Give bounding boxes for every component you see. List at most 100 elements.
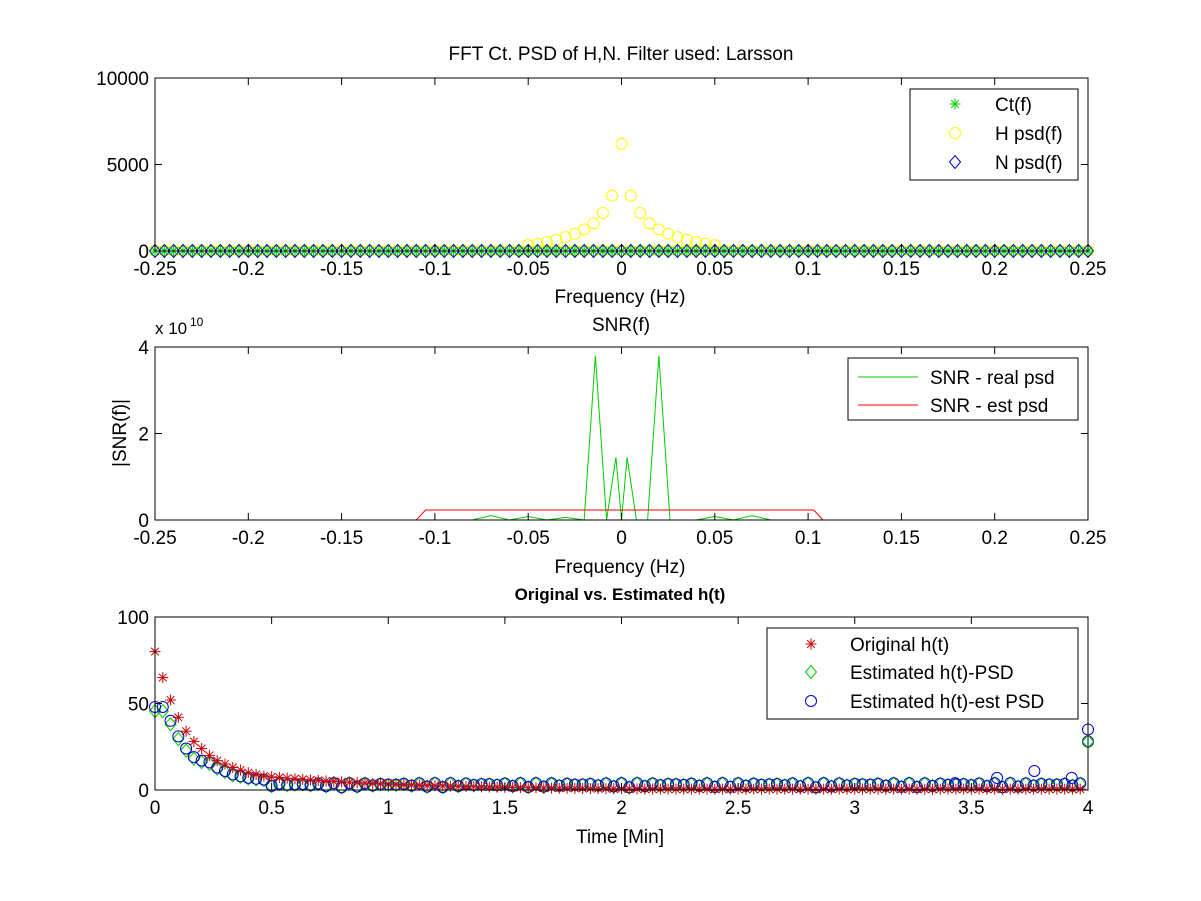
original-ht-point-stroke (1029, 784, 1038, 794)
h-psd-point (559, 231, 572, 244)
original-ht-point-stroke (1044, 784, 1054, 794)
h-psd-point (615, 137, 628, 150)
legend-box (909, 88, 1079, 181)
original-ht-point-stroke (1013, 784, 1023, 794)
original-ht-point (203, 749, 215, 761)
original-ht-point (165, 694, 177, 706)
x-tick-label: 0 (616, 259, 627, 280)
subplot-ht-xlabel: Time [Min] (576, 827, 664, 848)
original-ht-point (1004, 783, 1016, 795)
n-psd-point (158, 243, 171, 259)
n-psd-point (923, 243, 936, 259)
h-psd-point (671, 231, 684, 244)
x-tick-label: 0.05 (696, 528, 733, 549)
original-ht-point-stroke (819, 784, 828, 794)
legend-label-est-est-psd: Estimated h(t)-est PSD (850, 692, 1044, 713)
original-ht-point-stroke (943, 784, 953, 794)
est-psd-point (156, 703, 169, 719)
legend-label-n-psd: N psd(f) (995, 153, 1063, 174)
n-psd-point (298, 243, 311, 259)
original-ht-point-stroke (259, 771, 269, 781)
original-ht-point (771, 783, 783, 795)
n-psd-point (167, 243, 180, 259)
n-psd-point (857, 243, 871, 259)
original-ht-point (227, 762, 239, 774)
est-psd-point (195, 754, 208, 770)
n-psd-point (839, 243, 852, 259)
original-ht-point (857, 783, 869, 795)
original-ht-point-stroke (904, 784, 914, 794)
subplot-ht-ticks: 0 0.5 1 1.5 2 2.5 3 3.5 4 0 50 100 (117, 608, 1093, 819)
est-psd-point (249, 772, 263, 787)
original-ht-point-stroke (570, 784, 580, 793)
original-ht-point (996, 783, 1008, 795)
original-ht-point-stroke (446, 781, 455, 791)
original-ht-point-stroke (609, 784, 618, 793)
legend-marker-n-psd (948, 154, 962, 170)
n-psd-point (885, 243, 899, 259)
n-psd-point (186, 243, 199, 259)
n-psd-point (270, 243, 283, 259)
original-ht-point (289, 773, 301, 785)
original-ht-point (258, 770, 270, 782)
n-psd-point (783, 243, 796, 259)
n-psd-point (550, 243, 563, 259)
subplot-ht-marks (148, 646, 1095, 795)
est-psd-point (179, 743, 193, 758)
n-psd-point (829, 243, 843, 259)
original-ht-point-stroke (1076, 784, 1085, 794)
x-tick-label: -0.2 (232, 259, 265, 280)
h-psd-point (634, 206, 647, 219)
legend-marker-est-psd (804, 664, 818, 680)
n-psd-point (811, 243, 824, 259)
n-psd-point (1063, 243, 1076, 259)
y-tick-label: 0 (138, 511, 149, 532)
h-psd-point (587, 217, 600, 230)
subplot-snr-ticks: -0.25 -0.2 -0.15 -0.1 -0.05 0 0.05 0.1 0.15 0.2 0.… (133, 338, 1106, 549)
legend-box (766, 627, 1079, 720)
n-psd-point (904, 243, 917, 259)
x-tick-label: -0.25 (133, 259, 176, 280)
original-ht-point-stroke (741, 784, 751, 794)
y-tick-label: 0 (138, 242, 149, 263)
n-psd-point (671, 243, 684, 259)
n-psd-point (484, 243, 498, 259)
original-ht-point-stroke (329, 777, 339, 786)
original-ht-point (367, 777, 379, 789)
n-psd-point (512, 243, 526, 259)
original-ht-point-stroke (469, 782, 478, 791)
x-tick-label: 1 (383, 798, 394, 819)
original-ht-point-stroke (1068, 784, 1077, 794)
original-ht-point-stroke (842, 784, 852, 794)
est-est-psd-point (156, 700, 169, 713)
original-ht-point-stroke (796, 784, 805, 794)
original-ht-point-stroke (765, 784, 774, 794)
original-ht-point-stroke (772, 784, 782, 794)
original-ht-point (343, 776, 355, 788)
original-ht-point-stroke (314, 776, 323, 785)
n-psd-point (503, 243, 516, 259)
est-est-psd-point (164, 714, 177, 727)
original-ht-point-stroke (415, 781, 424, 790)
legend-label-h-psd: H psd(f) (995, 124, 1063, 145)
n-psd-point (335, 243, 348, 259)
n-psd-point (531, 243, 544, 259)
n-psd-point (419, 243, 432, 259)
n-psd-point (428, 243, 442, 259)
original-ht-point-stroke (220, 759, 230, 769)
est-est-psd-point (187, 751, 200, 764)
original-ht-point-stroke (593, 784, 603, 793)
original-ht-point-stroke (811, 784, 821, 794)
legend-markers (804, 638, 818, 707)
n-psd-point (307, 243, 320, 259)
y-tick-label: 100 (117, 608, 149, 629)
legend-label-est-psd: SNR - est psd (930, 396, 1048, 417)
n-psd-point (1007, 243, 1020, 259)
n-psd-point (354, 243, 367, 259)
original-ht-point-stroke (174, 713, 183, 722)
original-ht-point (188, 736, 200, 748)
original-ht-point-stroke (422, 781, 432, 790)
legend-marker-est-est-psd (805, 695, 817, 707)
n-psd-point (988, 243, 1001, 259)
